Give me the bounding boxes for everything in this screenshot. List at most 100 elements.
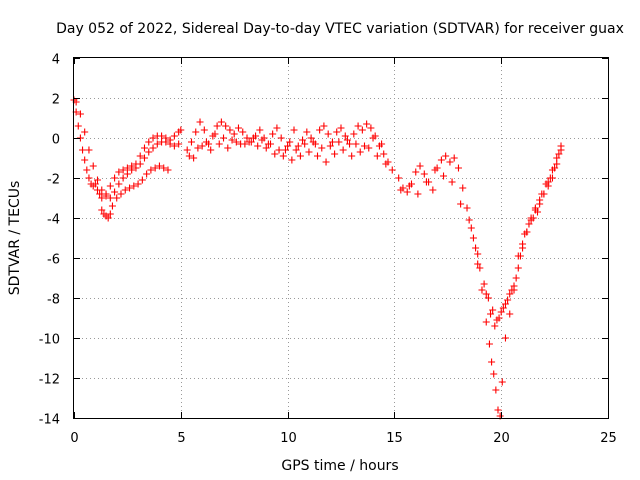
data-point [348,152,356,160]
data-point [130,182,138,190]
x-tick-label: 25 [600,431,617,446]
data-point [314,152,322,160]
data-point [494,406,502,414]
data-point [382,160,390,168]
data-point [525,220,533,228]
data-point [91,180,99,188]
data-point [249,134,257,142]
data-point [162,138,170,146]
x-tick-label: 0 [70,431,78,446]
data-point [301,140,309,148]
data-point [495,314,503,322]
data-point [147,166,155,174]
data-point [446,158,454,166]
data-point [79,146,87,154]
data-point [271,150,279,158]
data-point [98,194,106,202]
data-point [81,156,89,164]
axis-ticks [74,58,609,419]
data-point [220,134,228,142]
data-point [548,174,556,182]
data-point [459,184,467,192]
plot-frame [73,57,609,419]
data-point [104,214,112,222]
data-point [170,142,178,150]
data-point [519,240,527,248]
data-point [217,118,225,126]
data-point [269,130,277,138]
data-point [153,140,161,148]
data-point [339,146,347,154]
data-point [422,178,430,186]
data-point [224,144,232,152]
data-point [207,146,215,154]
data-point [467,224,475,232]
data-point [267,140,275,148]
data-point [514,252,522,260]
data-point [346,140,354,148]
y-tick-label: 0 [52,133,60,148]
data-point [136,152,144,160]
data-point [121,186,129,194]
data-point [115,180,123,188]
data-point [489,306,497,314]
data-point [465,216,473,224]
data-point [132,164,140,172]
data-point [373,152,381,160]
data-point [403,188,411,196]
data-point [74,122,82,130]
data-point [213,122,221,130]
data-point [482,318,490,326]
data-point [442,152,450,160]
data-point [192,128,200,136]
data-point [200,126,208,134]
data-point [472,244,480,252]
x-tick-label: 15 [386,431,403,446]
data-point [504,296,512,304]
data-point [243,134,251,142]
data-point [108,202,116,210]
data-point [164,166,172,174]
data-point [294,142,302,150]
data-point [117,190,125,198]
data-point [487,310,495,318]
data-point [102,192,110,200]
x-axis-label: GPS time / hours [281,458,398,474]
data-point [307,134,315,142]
data-point [506,290,514,298]
data-point [378,140,386,148]
data-point [119,174,127,182]
data-point [551,164,559,172]
data-point [497,308,505,316]
data-point [106,182,114,190]
data-point [128,166,136,174]
data-point [527,216,535,224]
data-point [98,206,106,214]
data-point [136,160,144,168]
data-point [437,156,445,164]
data-point [431,166,439,174]
data-point [531,206,539,214]
data-point [358,126,366,134]
data-point [93,176,101,184]
data-point [151,164,159,172]
data-point [380,150,388,158]
data-point [369,134,377,142]
data-point [222,122,230,130]
data-point [536,200,544,208]
data-point [343,136,351,144]
data-point [111,174,119,182]
data-point [416,162,424,170]
data-point [474,260,482,268]
data-point [296,152,304,160]
data-point [354,122,362,130]
y-tick-labels: -14 -12 -10 -8 -6 -4 -2 0 2 4 [39,53,60,428]
data-point [143,170,151,178]
data-point [492,386,500,394]
data-point [170,132,178,140]
data-point [553,154,561,162]
data-point [414,190,422,198]
data-point [331,150,339,158]
data-point [523,228,531,236]
